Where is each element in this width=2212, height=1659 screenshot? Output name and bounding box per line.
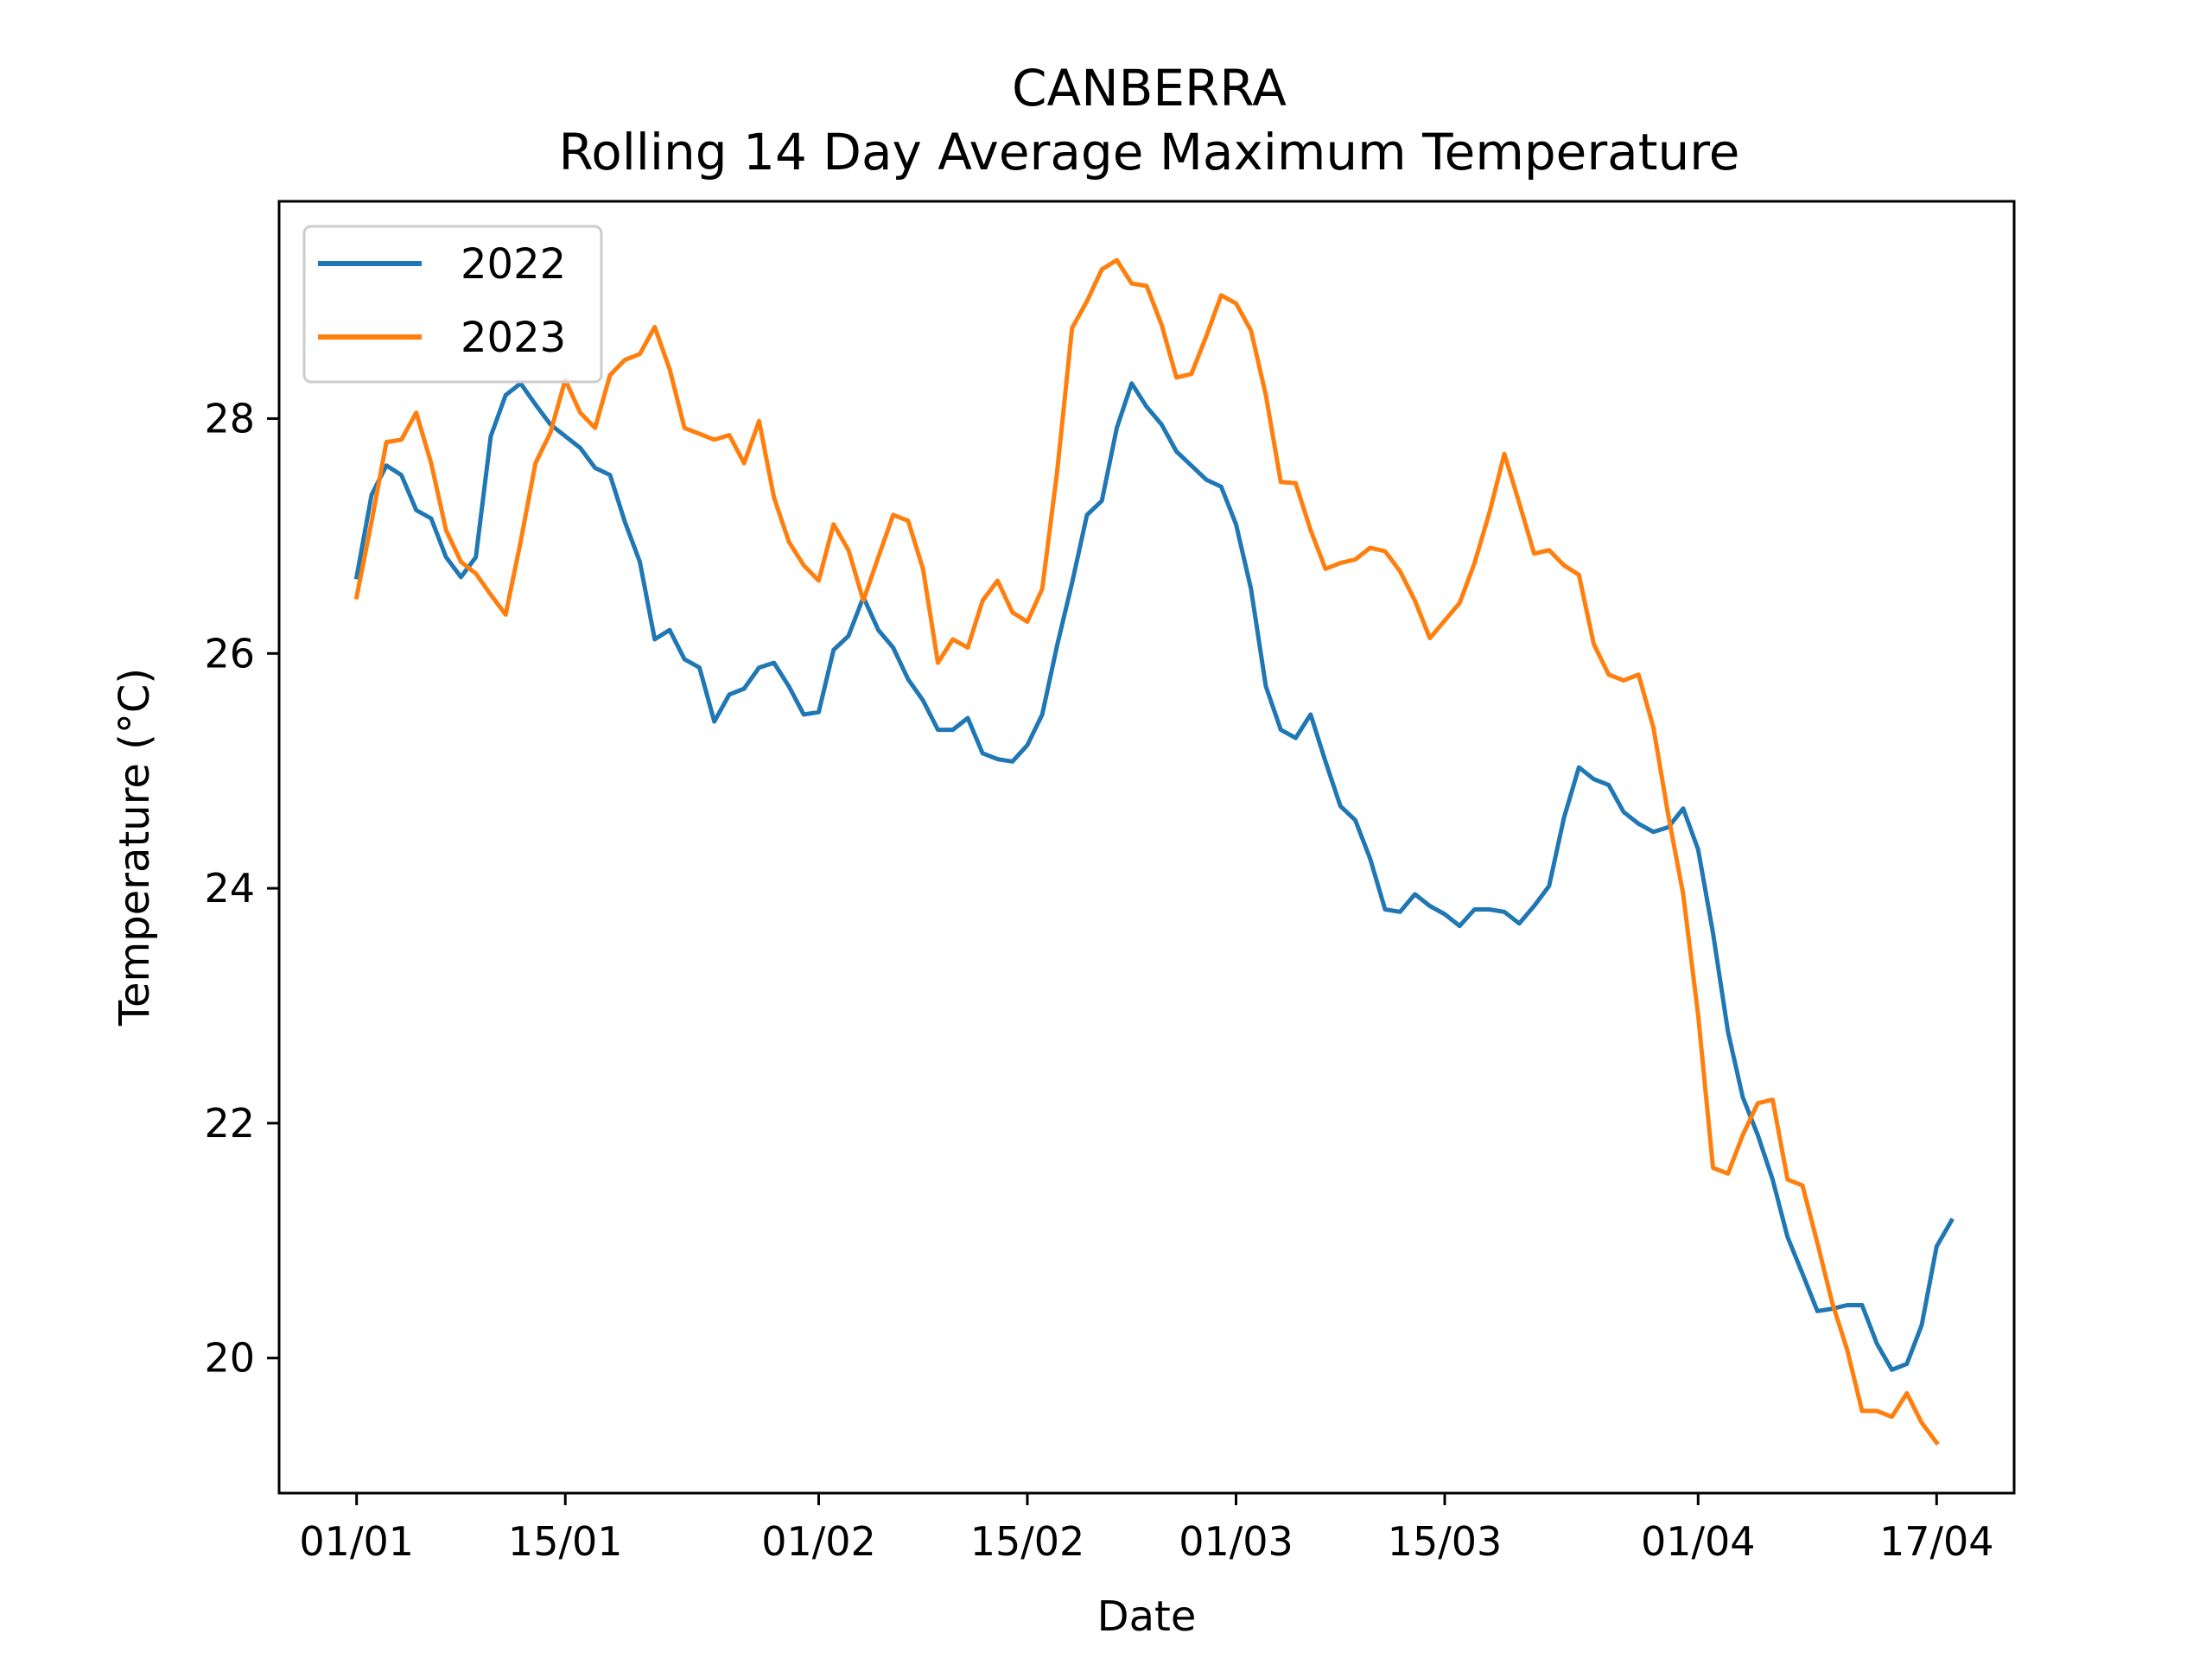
x-tick-label: 15/03 bbox=[1388, 1518, 1503, 1565]
y-tick-label: 28 bbox=[204, 395, 255, 442]
y-tick-label: 20 bbox=[204, 1335, 255, 1382]
x-axis: 01/01 15/01 01/02 15/02 01/03 15/03 01/04 17/04 bbox=[299, 1493, 1994, 1565]
chart-subtitle: Rolling 14 Day Average Maximum Temperatu… bbox=[559, 123, 1740, 181]
chart-title: CANBERRA bbox=[1012, 59, 1287, 118]
x-tick-label: 01/04 bbox=[1641, 1518, 1756, 1565]
legend: 2022 2023 bbox=[302, 225, 603, 384]
legend-label-2023: 2023 bbox=[461, 314, 566, 362]
y-axis-label: Temperature (°C) bbox=[111, 668, 159, 1027]
series-line-2022 bbox=[353, 381, 1955, 1372]
y-axis: 20 22 24 26 28 bbox=[204, 395, 279, 1382]
x-tick-label: 01/02 bbox=[761, 1518, 876, 1565]
plot-area bbox=[277, 200, 2016, 1495]
y-tick-label: 24 bbox=[204, 865, 255, 912]
legend-label-2022: 2022 bbox=[461, 240, 566, 289]
x-axis-label: Date bbox=[1097, 1592, 1197, 1641]
x-tick-label: 01/01 bbox=[299, 1518, 414, 1565]
series-line-2023 bbox=[353, 257, 1940, 1446]
x-tick-label: 15/02 bbox=[970, 1518, 1085, 1565]
x-tick-label: 15/01 bbox=[508, 1518, 623, 1565]
y-tick-label: 22 bbox=[204, 1100, 255, 1147]
x-tick-label: 17/04 bbox=[1879, 1518, 1994, 1565]
series-lines bbox=[353, 257, 1955, 1446]
y-tick-label: 26 bbox=[204, 630, 255, 677]
x-tick-label: 01/03 bbox=[1179, 1518, 1294, 1565]
